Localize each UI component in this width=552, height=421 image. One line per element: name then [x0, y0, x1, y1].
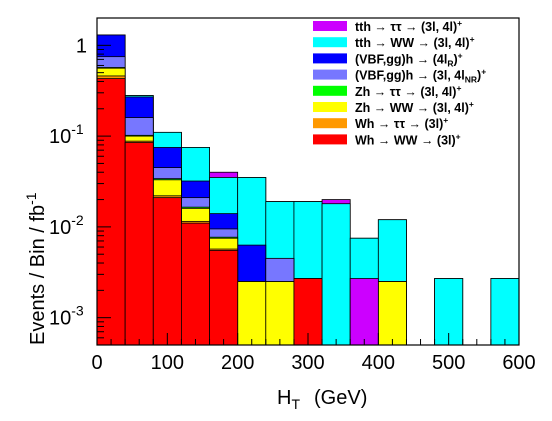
legend-swatch [313, 21, 347, 31]
x-tick-label: 300 [291, 352, 324, 374]
bar-segment [180, 222, 210, 346]
legend-entry-label: (VBF,gg)h → (4lR)+ [355, 50, 463, 68]
legend-entry-label: (VBF,gg)h → (3l, 4lNR)+ [355, 67, 486, 85]
x-tick-label: 500 [432, 352, 465, 374]
y-tick-label: 10-2 [49, 212, 84, 239]
axis-ticks: 0 100 200 300 400 500 600 1 10-1 10-2 10-3 [49, 17, 536, 374]
legend-entry-label: tth → WW → (3l, 4l)+ [355, 34, 475, 50]
x-tick-label: 100 [151, 352, 184, 374]
bar-segment [377, 281, 407, 346]
x-tick-label: 200 [221, 352, 254, 374]
histogram-bars [96, 34, 520, 346]
y-tick-label: 1 [76, 35, 87, 57]
bar-segment [265, 281, 295, 346]
legend-swatch [313, 53, 347, 64]
x-tick-label: 400 [362, 352, 395, 374]
bar-segment [209, 250, 239, 346]
bar-segment [490, 278, 520, 346]
y-axis-title: Events / Bin / fb-1 [23, 192, 49, 345]
y-tick-label: 10-3 [49, 303, 84, 330]
legend-swatch [313, 134, 347, 145]
legend-swatch [313, 37, 347, 48]
legend: tth → ττ → (3l, 4l)+tth → WW → (3l, 4l)+… [313, 18, 486, 147]
bar-segment [96, 78, 126, 346]
bar-segment [124, 142, 154, 346]
legend-swatch [313, 118, 347, 129]
x-tick-label: 0 [91, 352, 102, 374]
x-axis-title: HT (GeV) [277, 387, 367, 412]
bar-segment [152, 197, 182, 346]
x-tick-label: 600 [502, 352, 535, 374]
legend-swatch [313, 69, 347, 80]
bar-segment [237, 281, 267, 346]
legend-entry-label: Zh → ττ → (3l, 4l)+ [355, 83, 461, 99]
bar-segment [349, 278, 379, 346]
legend-swatch [313, 85, 347, 96]
legend-entry-label: Zh → WW → (3l, 4l)+ [355, 99, 474, 115]
bar-segment [321, 203, 351, 346]
legend-entry-label: Wh → ττ → (3l)+ [355, 115, 448, 131]
legend-entry-label: tth → ττ → (3l, 4l)+ [355, 18, 462, 34]
legend-entry-label: Wh → WW → (3l)+ [355, 131, 461, 147]
legend-swatch [313, 102, 347, 112]
y-tick-label: 10-1 [49, 121, 84, 148]
